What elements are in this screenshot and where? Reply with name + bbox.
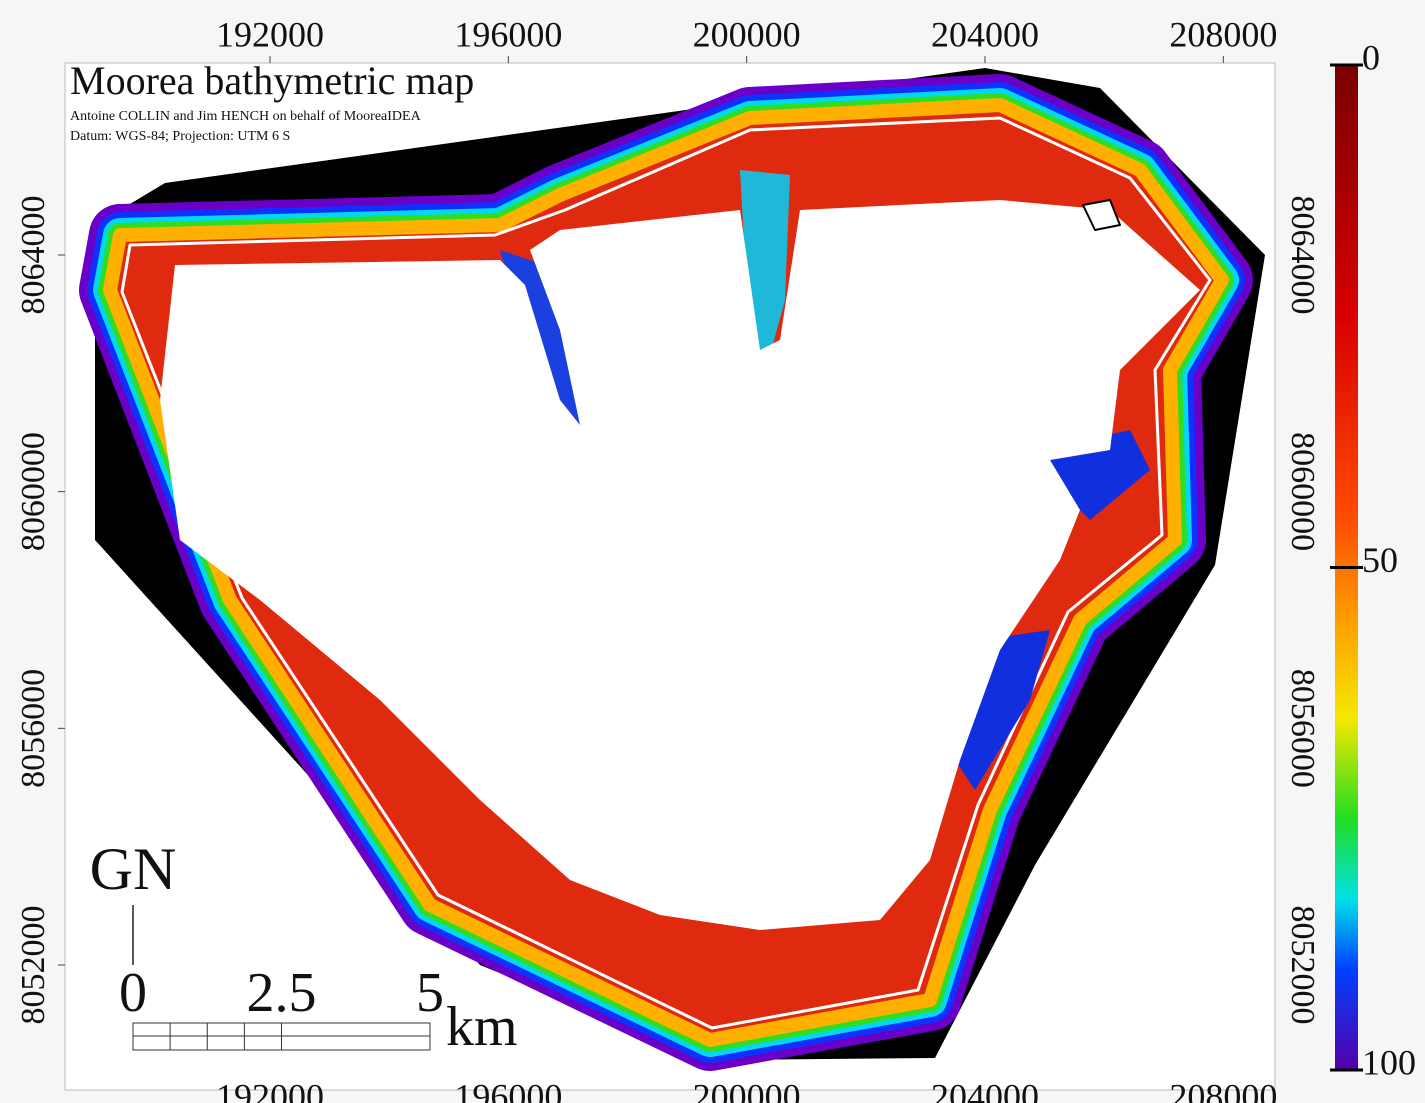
scale-unit: km xyxy=(446,996,518,1058)
map-datum: Datum: WGS-84; Projection: UTM 6 S xyxy=(70,129,290,144)
y-tick-label: 8064000 xyxy=(15,196,52,315)
colorbar-label: 0 xyxy=(1362,37,1380,77)
map-page: Moorea bathymetric map Antoine COLLIN an… xyxy=(0,0,1425,1103)
x-tick-label: 196000 xyxy=(454,1076,562,1103)
x-tick-label: 208000 xyxy=(1169,14,1277,54)
map-credit: Antoine COLLIN and Jim HENCH on behalf o… xyxy=(70,109,422,124)
colorbar-label: 100 xyxy=(1362,1042,1416,1082)
scale-label: 5 xyxy=(416,962,444,1024)
x-tick-label: 192000 xyxy=(216,14,324,54)
x-tick-label: 200000 xyxy=(693,14,801,54)
y-tick-label: 8060000 xyxy=(1284,432,1321,551)
y-tick-label: 8052000 xyxy=(1284,906,1321,1025)
y-tick-label: 8056000 xyxy=(15,669,52,788)
map-title: Moorea bathymetric map xyxy=(70,58,474,103)
y-tick-label: 8056000 xyxy=(1284,669,1321,788)
y-tick-label: 8060000 xyxy=(15,432,52,551)
scale-label: 2.5 xyxy=(247,962,317,1024)
x-tick-label: 196000 xyxy=(454,14,562,54)
y-tick-label: 8052000 xyxy=(15,906,52,1025)
scale-label: 0 xyxy=(119,962,147,1024)
x-tick-label: 204000 xyxy=(931,14,1039,54)
x-tick-label: 200000 xyxy=(693,1076,801,1103)
colorbar-label: 50 xyxy=(1362,540,1398,580)
y-tick-label: 8064000 xyxy=(1284,196,1321,315)
x-tick-label: 204000 xyxy=(931,1076,1039,1103)
x-tick-label: 208000 xyxy=(1169,1076,1277,1103)
north-label: GN xyxy=(90,836,177,902)
x-tick-label: 192000 xyxy=(216,1076,324,1103)
